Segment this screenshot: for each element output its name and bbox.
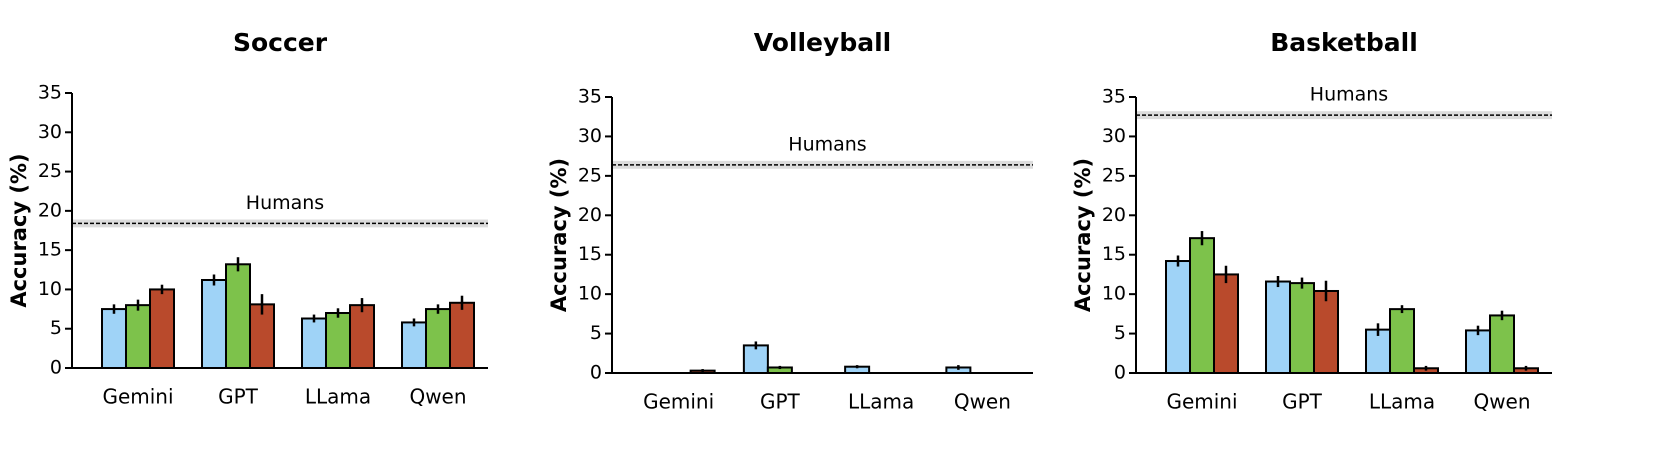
baseline-label: Humans xyxy=(788,133,866,155)
bar xyxy=(742,344,769,374)
y-axis-label: Accuracy (%) xyxy=(547,158,571,312)
bar xyxy=(1165,260,1191,374)
bar xyxy=(1265,280,1291,375)
y-axis-label: Accuracy (%) xyxy=(1071,158,1095,312)
y-tick-label: 20 xyxy=(578,204,602,226)
x-tick-label: Gemini xyxy=(102,385,173,409)
y-tick-label: 0 xyxy=(590,362,602,384)
x-tick-label: LLama xyxy=(848,390,914,414)
y-tick-label: 30 xyxy=(1102,125,1126,147)
chart-title: Basketball xyxy=(1270,28,1418,57)
y-tick-label: 30 xyxy=(578,125,602,147)
y-tick-label: 25 xyxy=(1102,164,1126,186)
x-tick-label: Qwen xyxy=(954,390,1011,414)
y-tick-label: 10 xyxy=(1102,283,1126,305)
bar xyxy=(401,321,427,369)
bar xyxy=(125,304,151,369)
baseline-label: Humans xyxy=(246,192,324,214)
bar xyxy=(449,301,475,369)
y-tick-label: 15 xyxy=(578,243,602,265)
y-tick-label: 35 xyxy=(38,82,62,104)
bar xyxy=(1489,314,1515,375)
bar xyxy=(1289,282,1315,374)
x-tick-label: Qwen xyxy=(409,385,466,409)
y-tick-label: 25 xyxy=(578,164,602,186)
bar xyxy=(1365,328,1391,374)
y-tick-label: 15 xyxy=(1102,243,1126,265)
y-tick-label: 20 xyxy=(38,199,62,221)
x-tick-label: LLama xyxy=(305,385,371,409)
x-tick-label: Gemini xyxy=(1166,390,1237,414)
y-tick-label: 0 xyxy=(50,357,62,379)
panel: Basketball Accuracy (%) 0 5 10 15 20 25 30 35 Huma… xyxy=(1071,28,1552,414)
bar xyxy=(101,308,127,370)
bar xyxy=(1465,329,1491,374)
chart-title: Volleyball xyxy=(754,28,891,57)
y-tick-label: 0 xyxy=(1114,362,1126,384)
y-tick-label: 30 xyxy=(38,121,62,143)
y-tick-label: 25 xyxy=(38,160,62,182)
bar xyxy=(301,317,327,369)
y-tick-label: 5 xyxy=(1114,322,1126,344)
bar xyxy=(1213,273,1239,374)
bar xyxy=(201,279,227,369)
bar xyxy=(1313,289,1339,375)
panel: Soccer Accuracy (%) 0 5 10 15 20 25 30 35 Humans Ge… xyxy=(7,28,488,409)
bar xyxy=(1389,308,1415,374)
x-tick-label: Qwen xyxy=(1473,390,1530,414)
y-tick-label: 5 xyxy=(50,317,62,339)
chart-title: Soccer xyxy=(233,28,328,57)
x-tick-label: LLama xyxy=(1369,390,1435,414)
y-tick-label: 15 xyxy=(38,239,62,261)
y-tick-label: 35 xyxy=(1102,86,1126,108)
y-tick-label: 5 xyxy=(590,322,602,344)
x-tick-label: GPT xyxy=(1282,390,1323,414)
y-axis-label: Accuracy (%) xyxy=(7,153,31,307)
bar xyxy=(225,263,251,369)
bar xyxy=(149,288,175,369)
x-tick-label: GPT xyxy=(760,390,801,414)
bar xyxy=(425,308,451,370)
baseline-label: Humans xyxy=(1310,84,1388,106)
y-tick-label: 10 xyxy=(578,283,602,305)
x-tick-label: GPT xyxy=(218,385,259,409)
panel: Volleyball Accuracy (%) 0 5 10 15 20 25 30 35 Huma… xyxy=(547,28,1033,414)
y-tick-label: 10 xyxy=(38,278,62,300)
bar xyxy=(349,304,375,369)
bar xyxy=(1189,237,1215,374)
bar xyxy=(325,312,351,369)
y-tick-label: 35 xyxy=(578,86,602,108)
x-tick-label: Gemini xyxy=(643,390,714,414)
y-tick-label: 20 xyxy=(1102,204,1126,226)
